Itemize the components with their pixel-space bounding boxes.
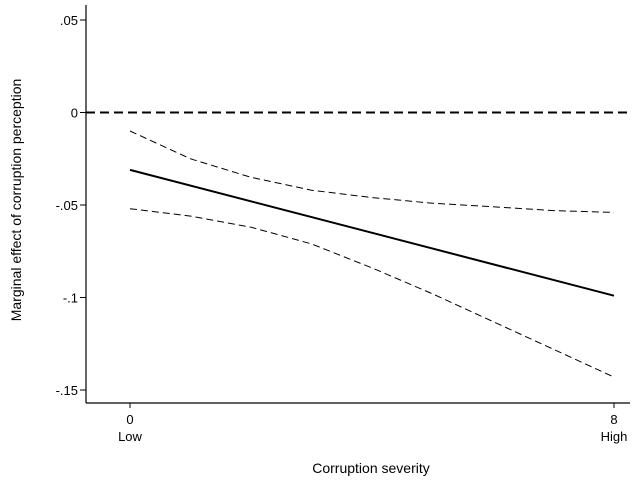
upper-bound-line (129, 130, 615, 213)
y-tick-label: -.05 (56, 198, 78, 213)
lower-bound-line (129, 208, 615, 378)
y-axis-title: Marginal effect of corruption perception (8, 79, 24, 322)
x-tick-label: 8 (610, 412, 617, 427)
y-tick-label: -.1 (63, 291, 78, 306)
estimate-line (129, 168, 615, 297)
x-tick-label: 0 (126, 412, 133, 427)
x-axis: 0 Low 8 High (86, 402, 630, 444)
y-tick-label: -.15 (56, 383, 78, 398)
y-tick-label: 0 (71, 106, 78, 121)
x-tick-sublabel: High (601, 429, 628, 444)
y-tick-label: .05 (60, 13, 78, 28)
x-tick-sublabel: Low (118, 429, 142, 444)
x-axis-title: Corruption severity (312, 460, 430, 476)
plot-area (86, 111, 630, 378)
y-axis: .05 0 -.05 -.1 -.15 (56, 5, 87, 403)
